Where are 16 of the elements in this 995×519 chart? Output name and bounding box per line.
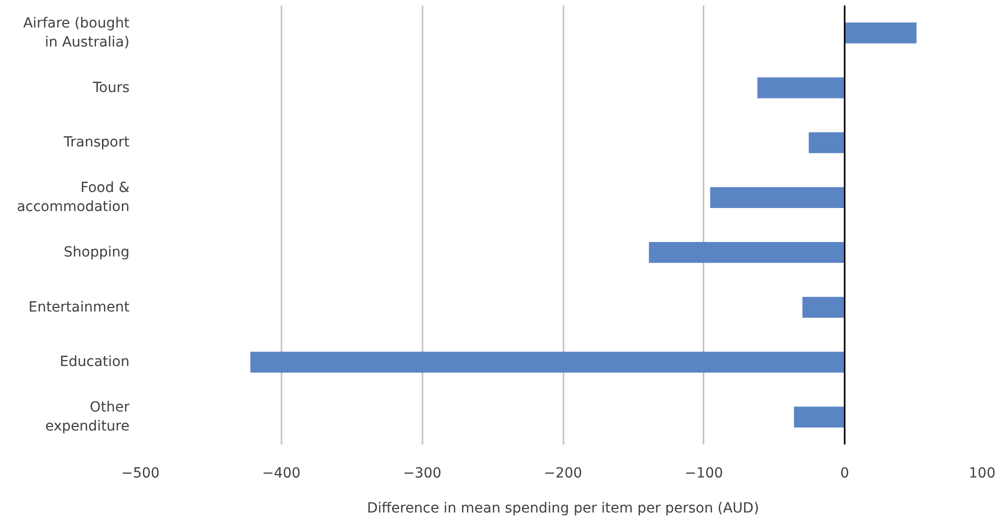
x-tick-label: −500	[121, 466, 160, 482]
y-tick-label: Food & accommodation	[16, 180, 130, 216]
y-tick-label: Shopping	[64, 244, 130, 260]
x-tick-label: −200	[544, 466, 582, 482]
x-axis-title: Difference in mean spending per item per person (AUD)	[366, 500, 760, 516]
x-tick-label: −300	[402, 466, 442, 482]
y-tick-label: Other expenditure	[45, 399, 130, 435]
x-tick-label: 0	[840, 466, 850, 482]
y-tick-label: Tours	[92, 80, 130, 96]
x-tick-label: −400	[262, 466, 301, 482]
y-tick-label: Transport	[62, 134, 130, 151]
y-tick-label: Entertainment	[28, 299, 130, 316]
y-tick-label: Education	[60, 354, 130, 370]
y-tick-label: Airfare (bought in Australia)	[23, 15, 130, 51]
x-tick-label: −100	[684, 466, 724, 482]
x-tick-label: 100	[968, 466, 995, 482]
